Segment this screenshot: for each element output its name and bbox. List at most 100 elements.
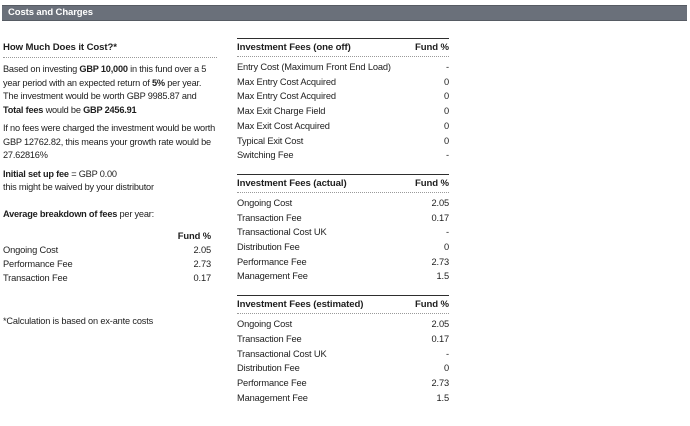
fee-value: 1.5: [436, 271, 450, 282]
fee-label: Transaction Fee: [237, 212, 302, 223]
table-row: Distribution Fee 0: [237, 240, 449, 255]
text-segment-bold: Average breakdown of fees: [3, 208, 118, 219]
text-segment-bold: GBP 10,000: [79, 64, 128, 74]
fee-value: 2.05: [431, 197, 450, 208]
fee-value: 2.73: [193, 259, 212, 269]
paragraph-investment-basis: Based on investing GBP 10,000 in this fu…: [3, 63, 217, 90]
table-row: Max Entry Cost Acquired 0: [237, 89, 449, 104]
fee-label: Ongoing Cost: [237, 197, 293, 208]
table-row: Transaction Fee 0.17: [237, 211, 449, 226]
fee-label: Performance Fee: [237, 256, 307, 267]
fee-value: 0: [443, 242, 449, 253]
table-row: Entry Cost (Maximum Front End Load) -: [237, 60, 449, 75]
text-segment-bold: Initial set up fee: [3, 168, 69, 179]
paragraph-waived-note: this might be waived by your distributor: [3, 182, 154, 192]
fee-value: 0: [443, 91, 449, 102]
fee-value: 2.73: [431, 377, 450, 388]
paragraph-investment-worth: The investment would be worth GBP 9985.8…: [3, 90, 217, 117]
table-row: Management Fee 1.5: [237, 269, 449, 284]
text-segment-bold: Total fees: [3, 104, 44, 115]
fee-value: -: [446, 62, 449, 72]
fee-label: Transactional Cost UK: [237, 348, 327, 359]
table-row: Ongoing Cost 2.05: [3, 243, 211, 257]
table-row: Max Exit Cost Acquired 0: [237, 119, 449, 134]
text-segment: per year:: [117, 208, 154, 219]
fee-value: 2.05: [431, 319, 450, 330]
fee-label: Typical Exit Cost: [237, 135, 304, 146]
fee-label: Performance Fee: [3, 259, 73, 269]
fee-label: Management Fee: [237, 392, 308, 403]
cost-question-heading: How Much Does it Cost?*: [3, 38, 217, 58]
section-header-row: Investment Fees (one off) Fund %: [237, 39, 449, 57]
fee-label: Ongoing Cost: [3, 245, 59, 255]
fund-percent-column-header: Fund %: [414, 299, 449, 311]
table-row: Switching Fee -: [237, 148, 449, 163]
fee-label: Distribution Fee: [237, 363, 300, 374]
table-row: Ongoing Cost 2.05: [237, 317, 449, 332]
table-row: Transaction Fee 0.17: [237, 332, 449, 347]
fee-label: Max Exit Charge Field: [237, 106, 326, 117]
table-row: Performance Fee 2.73: [3, 257, 211, 271]
ex-ante-footnote: *Calculation is based on ex-ante costs: [3, 316, 154, 326]
text-segment-bold: GBP 2456.91: [83, 104, 137, 115]
section-title: Investment Fees (one off): [237, 42, 351, 53]
paragraph-average-breakdown: Average breakdown of fees per year:: [3, 208, 217, 222]
table-row: Management Fee 1.5: [237, 391, 449, 406]
section-title: Investment Fees (estimated): [237, 299, 364, 311]
fund-percent-column-header: Fund %: [414, 42, 449, 53]
table-row: Transactional Cost UK -: [237, 347, 449, 362]
table-row: Transaction Fee 0.17: [3, 271, 211, 285]
fee-value: -: [446, 348, 449, 359]
left-column: How Much Does it Cost?* Based on investi…: [3, 38, 217, 326]
fee-label: Entry Cost (Maximum Front End Load): [237, 62, 391, 72]
fee-label: Max Entry Cost Acquired: [237, 91, 336, 102]
investment-fees-one-off-section: Investment Fees (one off) Fund % Entry C…: [237, 38, 449, 163]
fee-label: Max Entry Cost Acquired: [237, 76, 336, 87]
fee-value: -: [446, 227, 449, 238]
fee-value: 0: [443, 106, 449, 117]
fee-label: Ongoing Cost: [237, 319, 293, 330]
fees-breakdown-table: Fund % Ongoing Cost 2.05 Performance Fee…: [3, 229, 211, 285]
section-header-row: Investment Fees (actual) Fund %: [237, 175, 449, 193]
section-rows: Ongoing Cost 2.05 Transaction Fee 0.17 Tra…: [237, 193, 449, 284]
investment-fees-actual-section: Investment Fees (actual) Fund % Ongoing …: [237, 173, 449, 284]
table-row: Distribution Fee 0: [237, 361, 449, 376]
text-segment: = GBP 0.00: [68, 168, 117, 179]
section-rows: Ongoing Cost 2.05 Transaction Fee 0.17 Tra…: [237, 314, 449, 405]
section-header-row: Investment Fees (estimated) Fund %: [237, 296, 449, 315]
fee-value: 0.17: [193, 273, 212, 283]
table-row: Max Entry Cost Acquired 0: [237, 75, 449, 90]
fee-label: Transactional Cost UK: [237, 227, 327, 238]
fee-value: 2.05: [193, 245, 212, 255]
text-segment: Based on investing: [3, 64, 80, 74]
table-row: Ongoing Cost 2.05: [237, 196, 449, 211]
fee-value: 0: [443, 76, 449, 87]
fee-value: -: [446, 150, 449, 161]
section-title: Investment Fees (actual): [237, 177, 347, 189]
fee-value: 0.17: [431, 333, 450, 344]
fee-value: 0: [443, 363, 449, 374]
fee-value: 0.17: [431, 212, 450, 223]
fee-label: Max Exit Cost Acquired: [237, 120, 330, 131]
section-header-bar: Costs and Charges: [2, 5, 687, 21]
text-segment: The investment would be worth GBP 9985.8…: [3, 91, 197, 101]
investment-fees-estimated-section: Investment Fees (estimated) Fund % Ongoi…: [237, 295, 449, 405]
table-row: Performance Fee 2.73: [237, 376, 449, 391]
fee-label: Management Fee: [237, 271, 308, 282]
table-row: Transactional Cost UK -: [237, 225, 449, 240]
fund-percent-column-header: Fund %: [414, 177, 449, 189]
text-segment: per year.: [164, 77, 202, 88]
fee-label: Switching Fee: [237, 150, 294, 161]
text-segment-bold: 5%: [152, 77, 165, 88]
fee-label: Transaction Fee: [3, 273, 68, 283]
right-column: Investment Fees (one off) Fund % Entry C…: [237, 38, 449, 416]
text-segment: would be: [43, 104, 84, 115]
fee-value: 1.5: [436, 392, 450, 403]
paragraph-no-fees-growth: If no fees were charged the investment w…: [3, 123, 216, 160]
fee-value: 0: [443, 135, 449, 146]
fee-label: Transaction Fee: [237, 333, 302, 344]
text-segment: in this fund over a 5 year period with a…: [3, 64, 207, 88]
table-row: Max Exit Charge Field 0: [237, 104, 449, 119]
section-rows: Entry Cost (Maximum Front End Load) - Max…: [237, 57, 449, 163]
